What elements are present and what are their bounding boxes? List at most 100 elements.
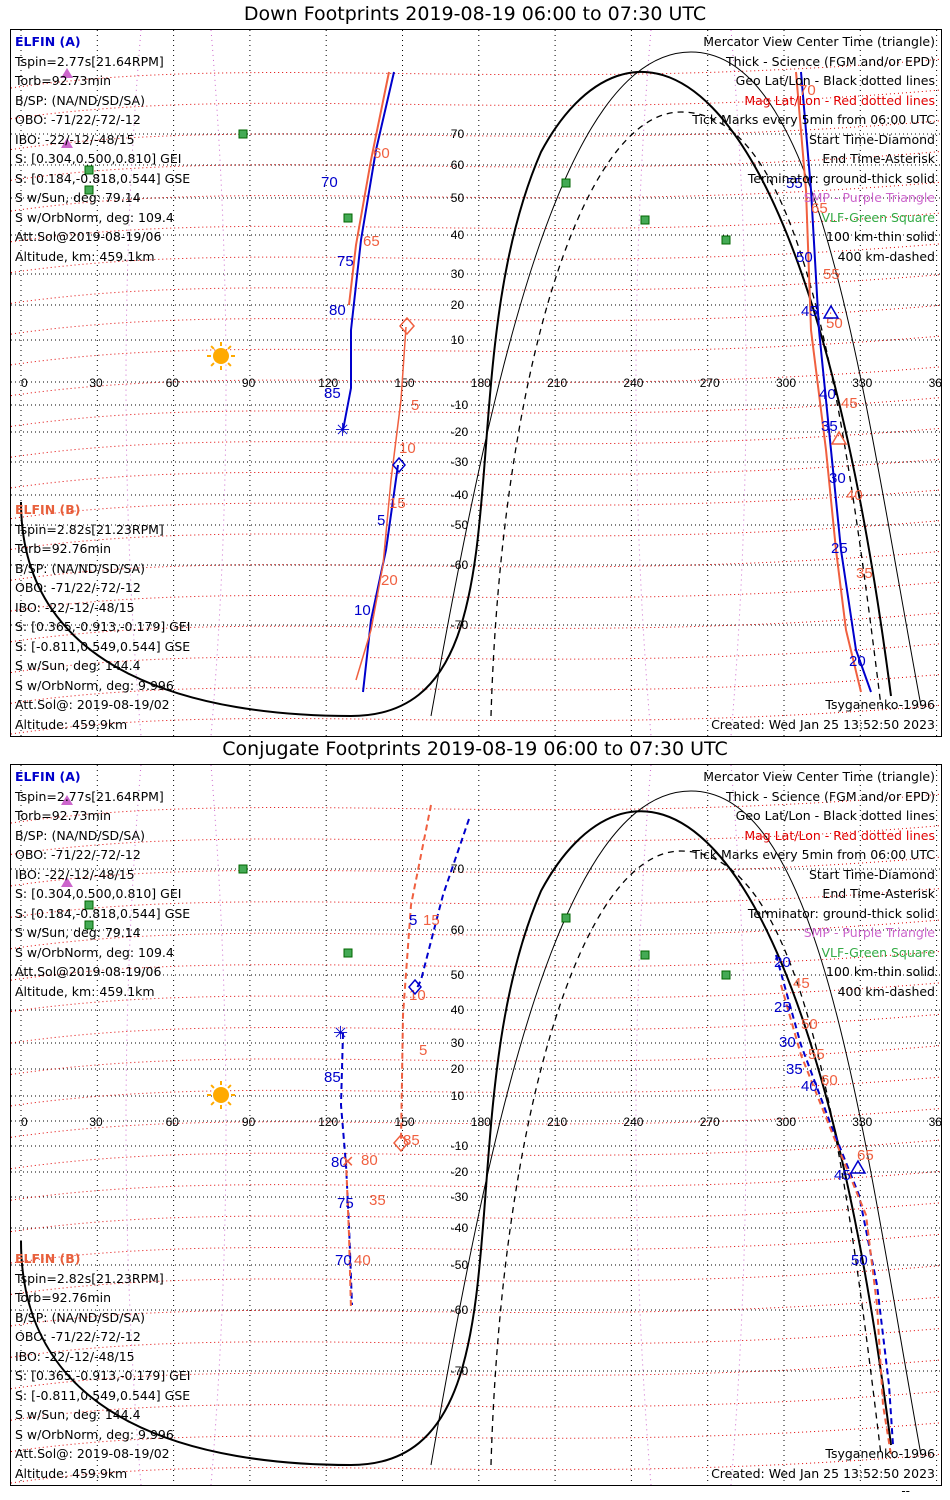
sun-ray [227, 362, 232, 367]
elfin-b-tick-label: 55 [808, 1046, 825, 1063]
elfin-a-track-down-west-south [362, 464, 399, 693]
elfin-b-s-orbnorm-conj: S w/OrbNorm, deg: 9.996 [15, 1426, 174, 1442]
lat-tick-label: -30 [451, 455, 469, 469]
elfin-b-center-triangle [830, 430, 848, 445]
mag-lat-line [11, 397, 941, 427]
lon-tick-label: 360 [929, 1115, 941, 1129]
elfin-b-tspin-conj: Tspin=2.82s[21.23RPM] [15, 1270, 164, 1286]
elfin-a-s-orbnorm-conj: S w/OrbNorm, deg: 109.4 [15, 944, 174, 960]
lat-tick-label: -30 [451, 1190, 469, 1204]
mag-lat-line [11, 1170, 941, 1201]
elfin-b-tick-label: 10 [399, 440, 416, 457]
elfin-b-track-down-west [348, 71, 390, 306]
elfin-b-altitude-conj: Altitude: 459.9km [15, 1465, 128, 1481]
elfin-a-tick-label: 50 [796, 249, 813, 266]
elfin-a-tick-label: 25 [774, 999, 791, 1016]
elfin-b-tick-label: 60 [821, 1072, 838, 1089]
elfin-a-tick-label: 55 [786, 175, 803, 192]
lat-tick-label: 30 [451, 1036, 465, 1050]
elfin-a-tick-label: 5 [377, 512, 385, 529]
terminator-100km [430, 51, 922, 717]
smp-triangle-2 [61, 138, 73, 148]
elfin-b-header: ELFIN (B) [15, 502, 81, 517]
elfin-b-tick-label: 5 [419, 1042, 427, 1059]
elfin-a-tick-label: 45 [801, 303, 818, 320]
lon-tick-label: 0 [21, 1115, 28, 1129]
mag-lon-line [125, 765, 142, 1485]
elfin-b-tick-label: 55 [823, 266, 840, 283]
elfin-b-tick-label: 70 [799, 82, 816, 99]
legend-geo-conj: Geo Lat/Lon - Black dotted lines [735, 808, 935, 823]
legend-view: Mercator View Center Time (triangle) [703, 34, 935, 49]
elfin-b-bsp-conj: B/SP: (NA/ND/SD/SA) [15, 1309, 145, 1325]
terminator-ground [350, 71, 892, 717]
legend-geo: Geo Lat/Lon - Black dotted lines [735, 73, 935, 88]
smp-triangle [61, 68, 73, 78]
elfin-b-track-conj-west-2 [345, 1159, 352, 1311]
vlf-station-square [640, 215, 650, 225]
elfin-a-track-down-west [342, 71, 395, 431]
mag-lon-line [635, 30, 652, 736]
vlf-station-square [84, 900, 94, 910]
terminator-ground-west [20, 501, 352, 717]
elfin-b-ibo-conj: IBO: -22/-12/-48/15 [15, 1348, 135, 1364]
lat-tick-label: -40 [451, 1221, 469, 1235]
vlf-station-square [721, 235, 731, 245]
vlf-station-square [721, 970, 731, 980]
elfin-a-bsp: B/SP: (NA/ND/SD/SA) [15, 92, 145, 108]
elfin-b-tick-label: 80 [361, 1152, 378, 1169]
legend-400km-conj: 400 km-dashed [837, 983, 935, 999]
lat-tick-label: 40 [451, 1003, 465, 1017]
vlf-station-square [343, 948, 353, 958]
terminator-ground-west [20, 1240, 352, 1466]
elfin-b-tick-label: 45 [793, 975, 810, 992]
elfin-a-ibo: IBO: -22/-12/-48/15 [15, 131, 135, 147]
elfin-b-torb-conj: Torb=92.76min [15, 1290, 112, 1305]
vlf-station-square [561, 178, 571, 188]
mag-lon-line [210, 765, 227, 1485]
elfin-b-torb: Torb=92.76min [15, 541, 112, 556]
elfin-a-altitude-conj: Altitude, km: 459.1km [15, 983, 155, 999]
legend-start-conj: Start Time-Diamond [808, 866, 935, 882]
elfin-a-tick-label: 70 [335, 1252, 352, 1269]
lon-tick-label: 30 [89, 1115, 103, 1129]
elfin-b-start-diamond-conj [393, 1133, 409, 1153]
legend-100km: 100 km-thin solid [826, 229, 935, 244]
elfin-a-tick-label: 40 [819, 386, 836, 403]
mag-lon-line [730, 30, 747, 736]
lat-tick-label: 30 [451, 267, 465, 281]
elfin-b-track-conj-east [780, 984, 892, 1456]
elfin-a-attsol: Att.Sol@2019-08-19/06 [15, 229, 162, 244]
mag-lon-line [730, 765, 747, 1485]
elfin-b-tick-label: 15 [423, 912, 440, 929]
elfin-a-altitude: Altitude, km: 459.1km [15, 248, 155, 264]
terminator-400km [490, 850, 882, 1466]
lon-tick-label: 0 [21, 376, 28, 390]
elfin-b-tick-label: 50 [826, 315, 843, 332]
sun-ray [227, 345, 232, 350]
elfin-b-track-down-east [795, 71, 862, 693]
terminator-ground [350, 810, 892, 1466]
elfin-a-end-asterisk: ✳ [335, 420, 350, 441]
elfin-a-header: ELFIN (A) [15, 34, 81, 49]
lon-tick-label: 210 [547, 376, 567, 390]
lon-tick-label: 90 [242, 1115, 256, 1129]
elfin-b-s-gse: S: [-0.811,0.549,0.544] GSE [15, 638, 191, 654]
footer-created-conj: Created: Wed Jan 25 13:52:50 2023 [711, 1466, 935, 1481]
panel-title-conjugate: Conjugate Footprints 2019-08-19 06:00 to… [222, 738, 728, 760]
elfin-a-torb-conj: Torb=92.73min [15, 808, 112, 823]
elfin-b-tick-label: 20 [381, 572, 398, 589]
elfin-a-s-gei-conj: S: [0.304,0.500,0.810] GEI [15, 886, 182, 901]
elfin-a-start-diamond [392, 456, 406, 474]
elfin-a-track-down-east [800, 71, 872, 693]
page-corner-mark: -- [901, 1484, 910, 1498]
lon-tick-label: 60 [166, 1115, 180, 1129]
elfin-b-track-conj-west [400, 804, 432, 1143]
elfin-a-tick-label: 75 [337, 253, 354, 270]
lon-tick-label: 120 [318, 376, 338, 390]
elfin-a-torb: Torb=92.73min [15, 73, 112, 88]
lat-tick-label: -20 [451, 425, 469, 439]
elfin-a-s-sun: S w/Sun, deg: 79.14 [15, 190, 141, 205]
elfin-b-altitude: Altitude: 459.9km [15, 716, 128, 732]
elfin-b-info-conj: ELFIN (B) Tspin=2.82s[21.23RPM] Torb=92.… [15, 1249, 190, 1483]
